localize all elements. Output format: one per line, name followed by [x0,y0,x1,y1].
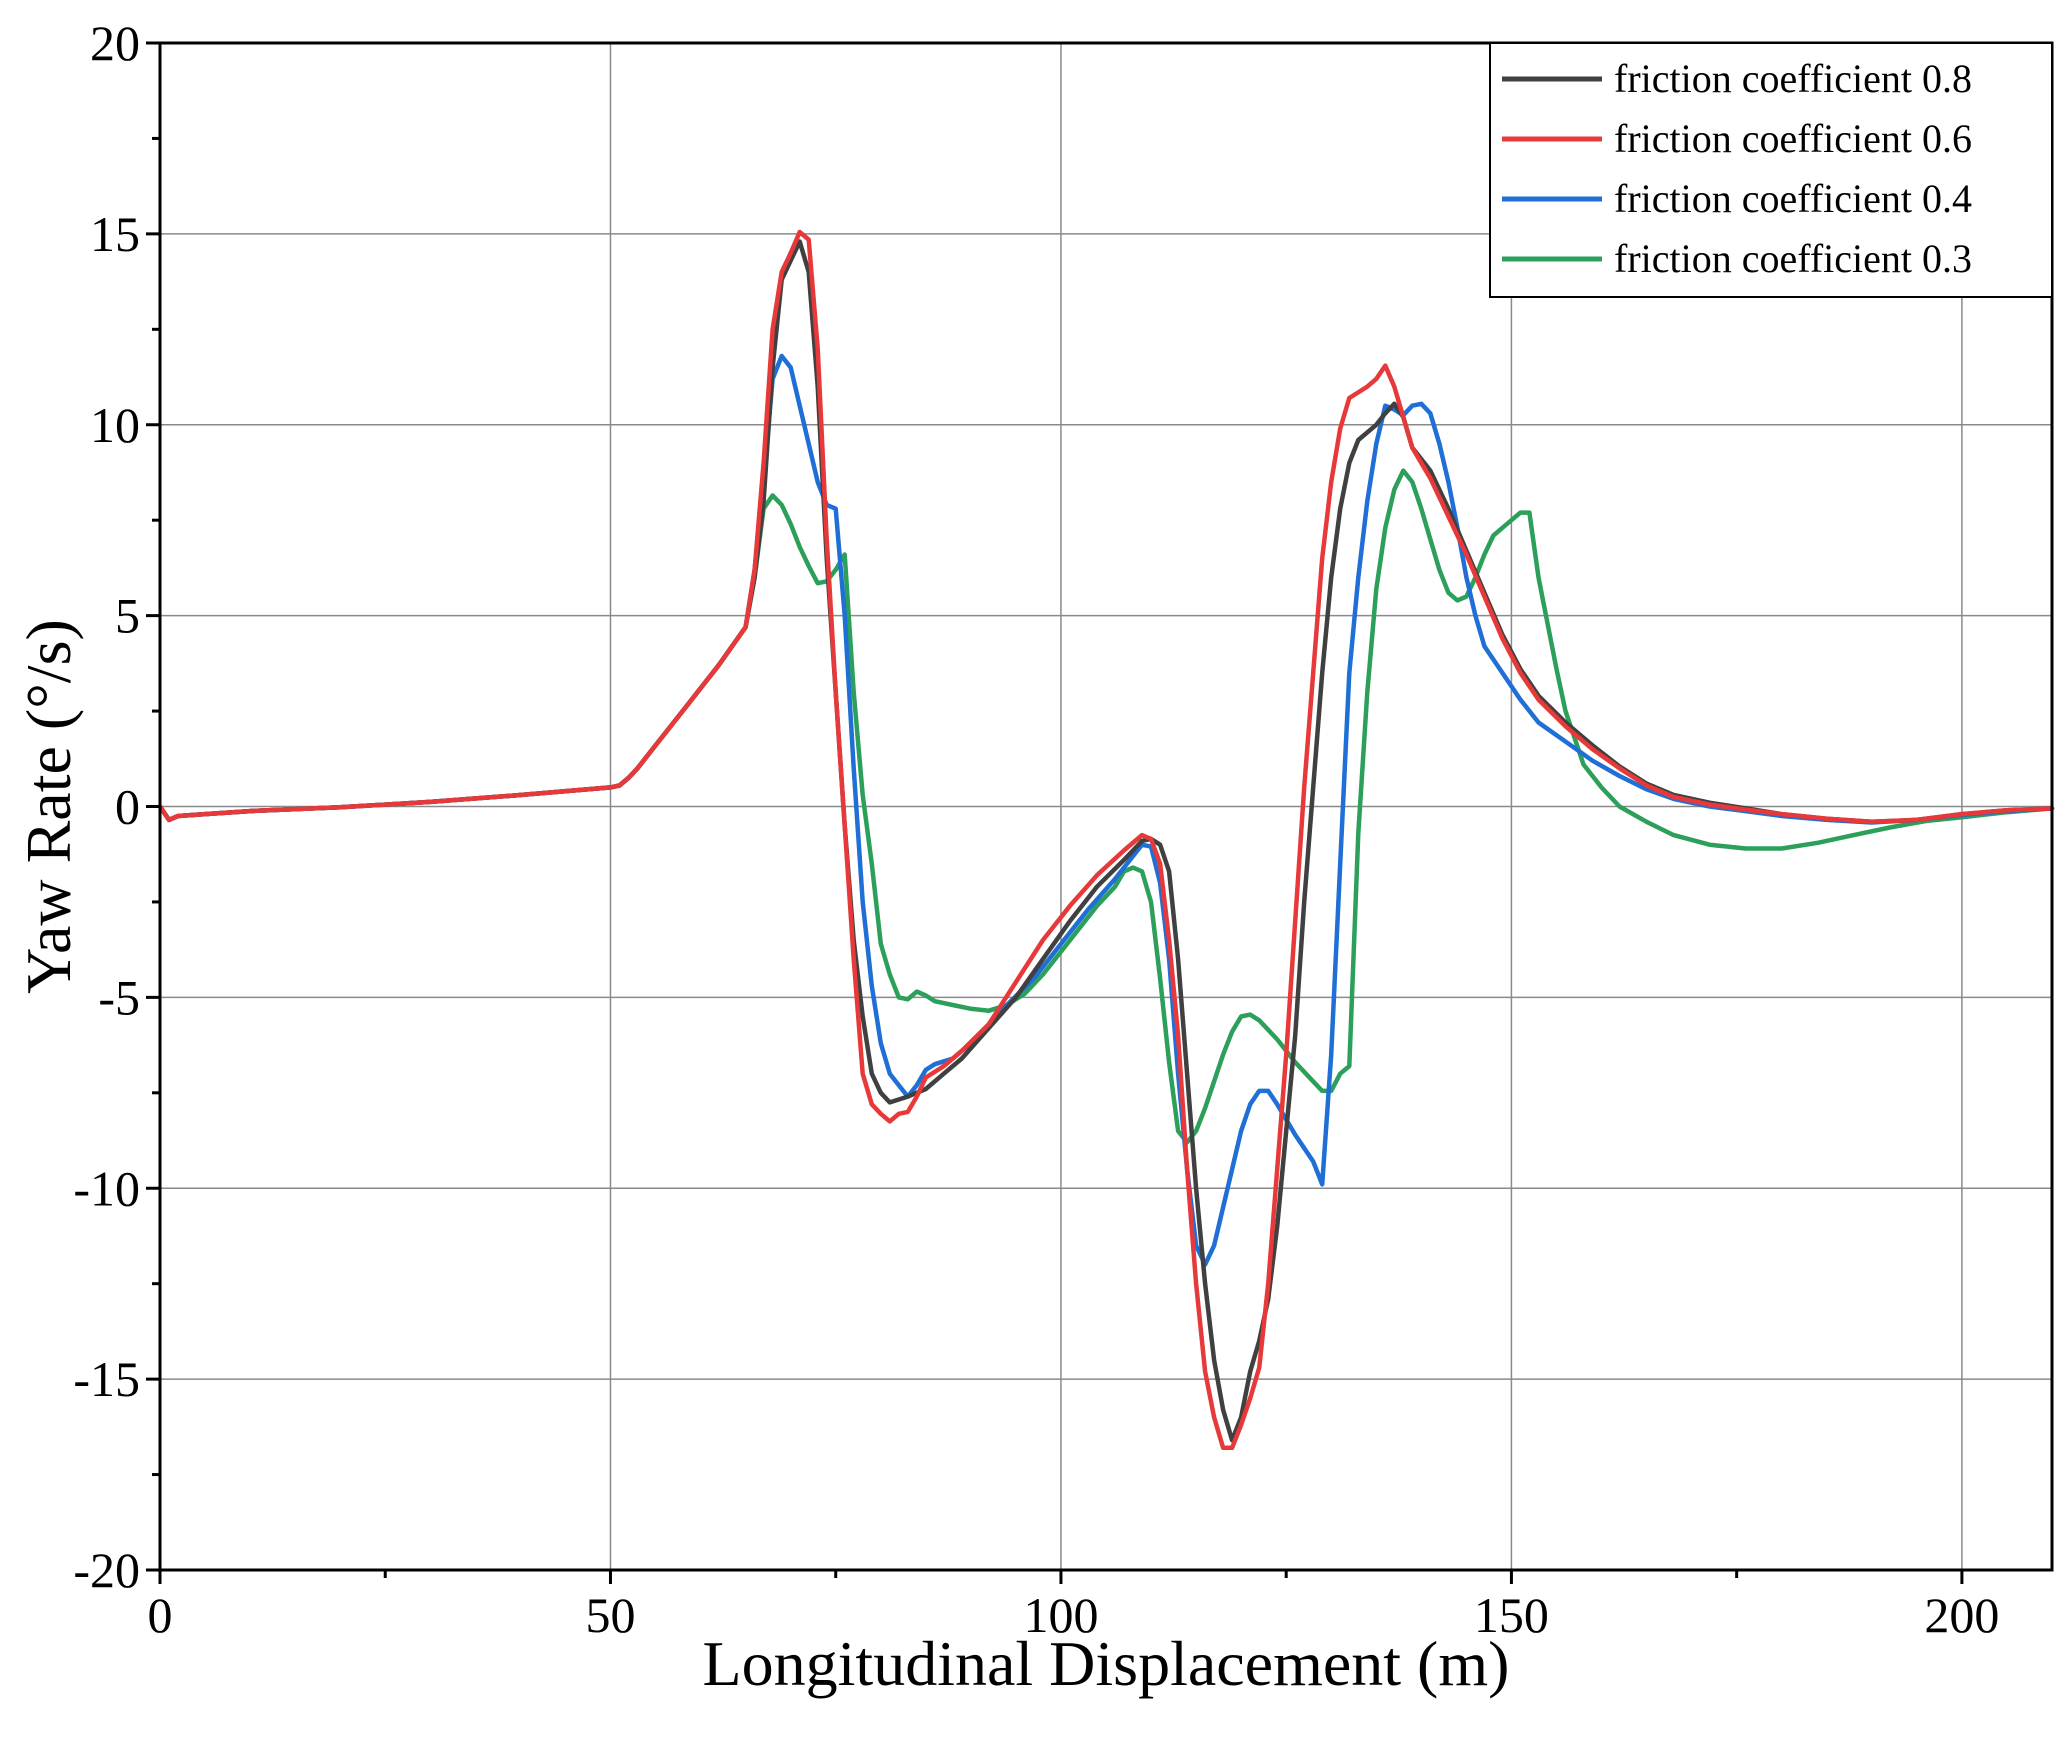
legend-box [1489,42,2053,298]
y-tick-label: -20 [73,1542,140,1598]
y-tick-label: -5 [98,969,140,1025]
y-tick-label: 5 [115,588,140,644]
x-tick-label: 0 [148,1587,173,1643]
legend-label: friction coefficient 0.6 [1614,116,1972,161]
x-tick-label: 50 [585,1587,635,1643]
y-tick-label: -10 [73,1160,140,1216]
series-lines [157,229,2055,1451]
legend: friction coefficient 0.8 friction coeffic… [1489,42,2053,298]
series-line-2 [157,229,2055,1451]
y-tick-label: -15 [73,1351,140,1407]
axis-ticks: 0 50 100 150 200 -20 -15 -10 -5 0 5 10 15 20 [73,15,1999,1643]
x-tick-label: 200 [1924,1587,1999,1643]
y-tick-label: 15 [90,206,140,262]
y-tick-label: 20 [90,15,140,71]
y-axis-title: Yaw Rate (°/s) [13,619,84,994]
legend-label: friction coefficient 0.4 [1614,176,1972,221]
x-tick-label: 150 [1474,1587,1549,1643]
legend-label: friction coefficient 0.3 [1614,236,1972,281]
y-tick-label: 0 [115,779,140,835]
legend-label: friction coefficient 0.8 [1614,56,1972,101]
x-tick-label: 100 [1023,1587,1098,1643]
y-tick-label: 10 [90,397,140,453]
x-axis-title: Longitudinal Displacement (m) [703,1628,1510,1699]
